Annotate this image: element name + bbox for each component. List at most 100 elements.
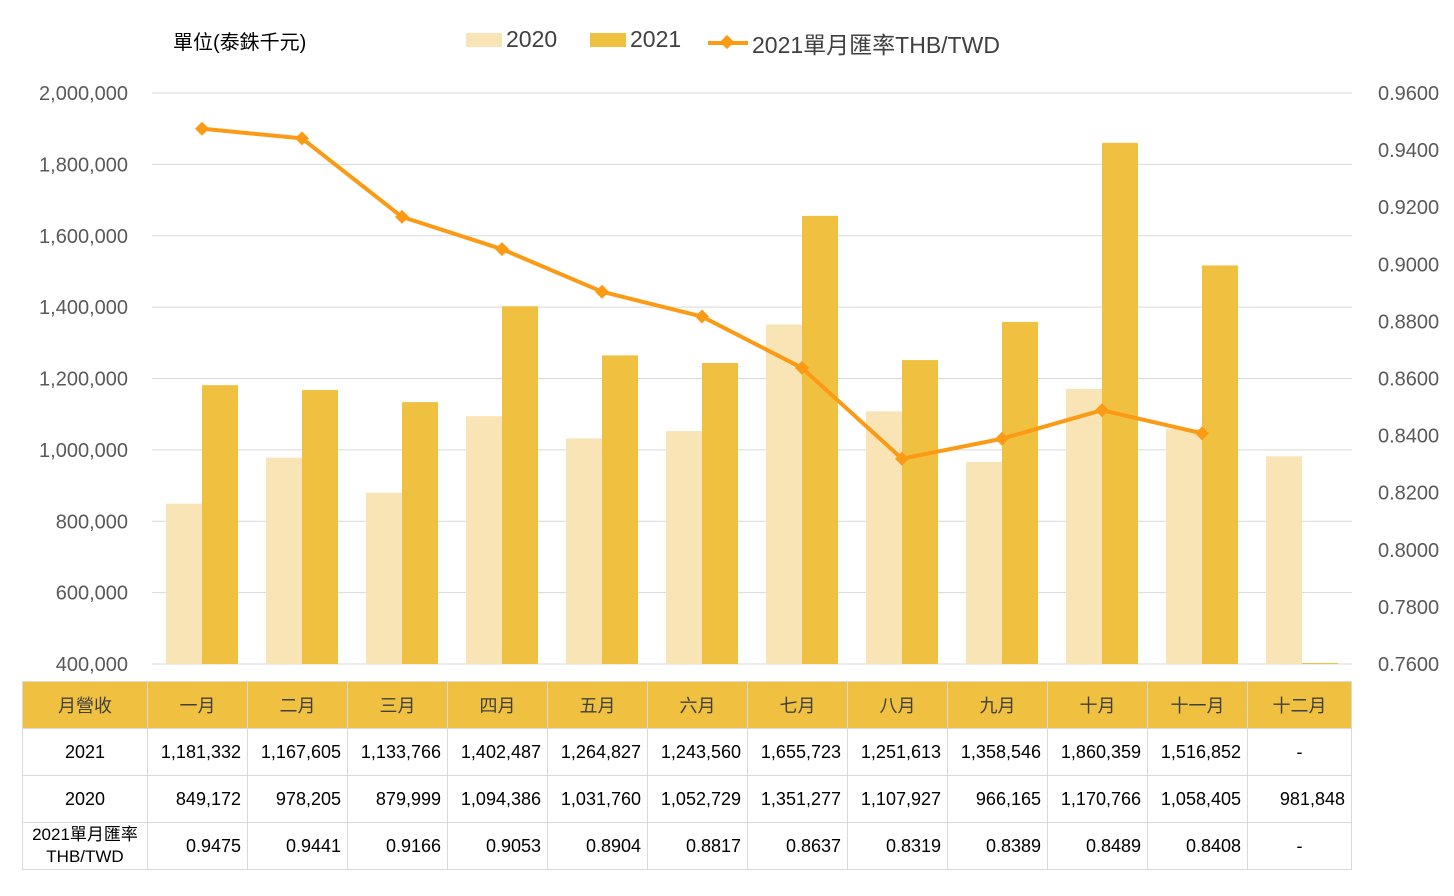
data-table: 月營收 一月 二月 三月 四月 五月 六月 七月 八月 九月 十月 十一月 十二… <box>22 681 1352 870</box>
bar-2020 <box>1266 456 1302 664</box>
y-axis-right-tick-label: 0.8600 <box>1378 369 1439 391</box>
rate-point <box>195 121 209 136</box>
table-header-cell: 十一月 <box>1147 681 1248 729</box>
table-header-row: 月營收 一月 二月 三月 四月 五月 六月 七月 八月 九月 十月 十一月 十二… <box>22 681 1352 729</box>
y-axis-left-tick-label: 1,400,000 <box>39 297 128 319</box>
legend-item-2021: 2021 <box>590 26 681 53</box>
bar-2020 <box>766 324 802 664</box>
table-cell: 981,848 <box>1247 775 1352 823</box>
bar-2021 <box>1302 663 1338 664</box>
bar-2021 <box>702 362 738 664</box>
unit-label: 單位(泰銖千元) <box>173 32 307 54</box>
table-cell: 1,264,827 <box>547 728 648 776</box>
table-cell: 0.9166 <box>347 822 448 870</box>
table-cell: 0.9441 <box>247 822 348 870</box>
table-cell: 1,094,386 <box>447 775 548 823</box>
table-header-cell: 十二月 <box>1247 681 1352 729</box>
y-axis-right-tick-label: 0.8400 <box>1378 426 1439 448</box>
table-cell: 849,172 <box>147 775 248 823</box>
rate-point <box>995 431 1009 446</box>
table-header-cell: 月營收 <box>22 681 148 729</box>
bar-2020 <box>666 431 702 664</box>
table-row: 2021單月匯率THB/TWD 0.9475 0.9441 0.9166 0.9… <box>22 822 1352 870</box>
table-cell: 1,052,729 <box>647 775 748 823</box>
table-cell: 1,167,605 <box>247 728 348 776</box>
bar-2021 <box>1002 321 1038 664</box>
table-header-cell: 四月 <box>447 681 548 729</box>
y-axis-right-tick-label: 0.9200 <box>1378 197 1439 219</box>
table-cell: 966,165 <box>947 775 1048 823</box>
table-cell: 1,860,359 <box>1047 728 1148 776</box>
legend-label-rate: 2021單月匯率THB/TWD <box>752 32 1000 58</box>
bar-2021 <box>1202 265 1238 664</box>
table-cell: 1,655,723 <box>747 728 848 776</box>
y-axis-right-tick-label: 0.7600 <box>1378 654 1439 676</box>
bar-2020 <box>1166 429 1202 664</box>
bar-2020 <box>466 416 502 664</box>
table-cell: 1,107,927 <box>847 775 948 823</box>
table-cell: 0.9053 <box>447 822 548 870</box>
legend-swatch-2021 <box>590 32 626 47</box>
chart-canvas: 2,000,000 1,800,000 1,600,000 1,400,000 1,20… <box>39 83 1439 676</box>
bar-2020 <box>266 457 302 664</box>
y-axis-left-tick-label: 800,000 <box>56 511 128 533</box>
table-cell: 0.8408 <box>1147 822 1248 870</box>
y-axis-left-tick-label: 2,000,000 <box>39 83 128 105</box>
table-header-cell: 十月 <box>1047 681 1148 729</box>
y-axis-left-tick-label: 400,000 <box>56 654 128 676</box>
table-cell: 0.8319 <box>847 822 948 870</box>
table-cell: 0.8637 <box>747 822 848 870</box>
table-cell: 0.9475 <box>147 822 248 870</box>
table-header-cell: 一月 <box>147 681 248 729</box>
table-cell: - <box>1247 822 1352 870</box>
bar-2021 <box>302 390 338 664</box>
table-cell: 1,031,760 <box>547 775 648 823</box>
table-cell: 1,402,487 <box>447 728 548 776</box>
table-cell: 1,058,405 <box>1147 775 1248 823</box>
rate-point <box>495 242 509 257</box>
table-cell: 1,251,613 <box>847 728 948 776</box>
y-axis-right-tick-label: 0.8000 <box>1378 540 1439 562</box>
legend-item-rate: 2021單月匯率THB/TWD <box>708 26 1000 60</box>
bar-2020 <box>1066 388 1102 664</box>
y-axis-left-tick-label: 600,000 <box>56 583 128 605</box>
table-header-cell: 六月 <box>647 681 748 729</box>
bar-2021 <box>402 402 438 664</box>
table-cell: 978,205 <box>247 775 348 823</box>
rate-point <box>295 131 309 146</box>
bar-2021 <box>502 306 538 664</box>
y-axis-left-tick-label: 1,800,000 <box>39 154 128 176</box>
y-axis-left-tick-label: 1,600,000 <box>39 226 128 248</box>
bar-2020 <box>166 503 202 664</box>
table-row-label: 2021單月匯率THB/TWD <box>22 822 148 870</box>
bar-2020 <box>566 438 602 664</box>
y-axis-right-tick-label: 0.9600 <box>1378 83 1439 105</box>
table-header-cell: 八月 <box>847 681 948 729</box>
bar-2021 <box>802 215 838 664</box>
legend-swatch-rate <box>708 34 748 50</box>
rate-point <box>895 451 909 466</box>
table-cell: 1,170,766 <box>1047 775 1148 823</box>
table-row: 2021 1,181,332 1,167,605 1,133,766 1,402… <box>22 728 1352 776</box>
y-axis-right-tick-label: 0.9000 <box>1378 254 1439 276</box>
rate-point <box>595 284 609 299</box>
bar-2021 <box>1102 142 1138 665</box>
rate-point <box>795 360 809 375</box>
table-cell: 879,999 <box>347 775 448 823</box>
y-axis-right-tick-label: 0.9400 <box>1378 140 1439 162</box>
table-cell: 0.8904 <box>547 822 648 870</box>
legend-label-2020: 2020 <box>506 26 558 52</box>
y-axis-right-tick-label: 0.8800 <box>1378 311 1439 333</box>
y-axis-left-tick-label: 1,200,000 <box>39 369 128 391</box>
table-cell: 1,133,766 <box>347 728 448 776</box>
bar-2021 <box>902 360 938 664</box>
bar-2021 <box>602 355 638 664</box>
table-cell: 0.8817 <box>647 822 748 870</box>
legend-swatch-2020 <box>466 32 502 47</box>
y-axis-left-tick-label: 1,000,000 <box>39 440 128 462</box>
table-header-cell: 九月 <box>947 681 1048 729</box>
rate-point <box>695 309 709 324</box>
table-cell: 0.8389 <box>947 822 1048 870</box>
table-row-label: 2021 <box>22 728 148 776</box>
bar-2020 <box>966 461 1002 664</box>
